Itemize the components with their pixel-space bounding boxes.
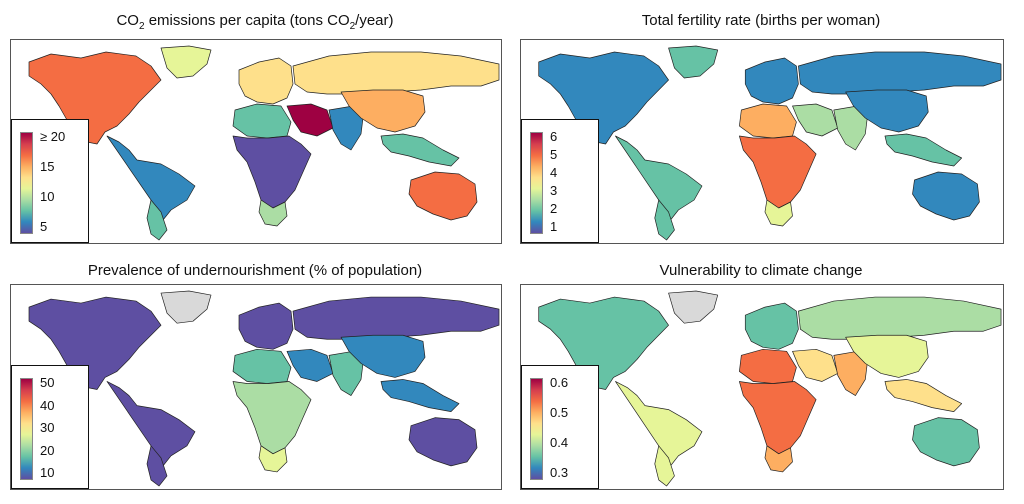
region-eur (744, 302, 799, 350)
legend-color-bar (530, 378, 543, 480)
world-map (538, 45, 1002, 241)
region-s-africa (258, 445, 288, 473)
region-na (28, 296, 162, 390)
region-la-south (654, 199, 675, 241)
region-china (340, 89, 426, 133)
region-aus (408, 417, 478, 467)
region-s-africa (258, 199, 288, 227)
region-na (28, 51, 162, 145)
legend-tick-label: 6 (550, 129, 558, 144)
region-eur (744, 57, 799, 105)
region-greenland (668, 45, 719, 79)
map-co2: ≥ 20 15 10 5 (10, 39, 502, 244)
region-sea (380, 133, 460, 167)
legend-tick-label: 30 (40, 420, 55, 435)
region-s-africa (764, 445, 793, 473)
region-la-south (146, 199, 168, 241)
world-map (28, 45, 500, 241)
color-legend: 6 5 4 3 2 1 (521, 119, 599, 243)
region-aus (912, 171, 980, 221)
legend-tick-label: 15 (40, 159, 55, 174)
region-rus (292, 51, 500, 95)
legend-tick-label: 10 (40, 465, 55, 480)
legend-tick-label: 0.5 (550, 405, 569, 420)
region-africa (232, 135, 312, 209)
region-africa (232, 381, 312, 455)
color-legend: 0.6 0.5 0.4 0.3 (521, 365, 599, 489)
panel-title-undernourishment: Prevalence of undernourishment (% of pop… (87, 262, 423, 279)
legend-tick-label: 10 (40, 189, 55, 204)
map-undernourishment: 50 40 30 20 10 (10, 284, 502, 490)
legend-tick-label: 3 (550, 183, 558, 198)
region-saharan (739, 348, 797, 384)
region-sea (884, 133, 963, 167)
region-s-africa (764, 199, 793, 227)
region-mideast (286, 103, 334, 137)
region-china (845, 334, 929, 378)
color-legend: 50 40 30 20 10 (11, 365, 89, 489)
legend-tick-label: 4 (550, 165, 558, 180)
region-mideast (286, 348, 334, 382)
legend-tick-label: 2 (550, 201, 558, 216)
region-africa (739, 135, 817, 209)
map-vulnerability: 0.6 0.5 0.4 0.3 (520, 284, 1004, 490)
legend-tick-label: ≥ 20 (40, 129, 66, 144)
region-greenland (668, 290, 719, 324)
region-la-south (654, 445, 675, 487)
title-sub: 2 (349, 21, 356, 32)
legend-tick-label: 0.6 (550, 375, 569, 390)
legend-tick-label: 0.3 (550, 465, 569, 480)
legend-tick-label: 0.4 (550, 435, 569, 450)
legend-color-bar (20, 378, 33, 480)
panel-title-vulnerability: Vulnerability to climate change (659, 262, 863, 279)
region-greenland (160, 290, 212, 324)
title-sub: 2 (138, 21, 145, 32)
legend-tick-label: 40 (40, 397, 55, 413)
legend-color-bar (20, 132, 33, 234)
region-greenland (160, 45, 212, 79)
region-aus (912, 417, 980, 467)
region-saharan (232, 348, 292, 384)
region-la-south (146, 445, 168, 487)
region-mideast (792, 103, 839, 137)
title-part: /year) (355, 12, 394, 29)
region-china (340, 334, 426, 378)
region-na (538, 51, 669, 145)
region-sea (380, 379, 460, 412)
region-saharan (232, 103, 292, 139)
title-part: emissions per capita (tons CO (144, 12, 350, 29)
legend-tick-label: 20 (40, 442, 55, 458)
region-africa (739, 381, 817, 455)
region-aus (408, 171, 478, 221)
legend-tick-label: 5 (550, 147, 558, 162)
legend-tick-label: 5 (40, 219, 48, 234)
region-na (538, 296, 669, 390)
world-map (28, 290, 500, 487)
panel-title-co2: CO2 emissions per capita (tons CO2/year) (10, 12, 500, 32)
legend-tick-label: 50 (40, 375, 55, 390)
region-eur (238, 57, 294, 105)
region-sea (884, 379, 963, 412)
legend-tick-label: 1 (550, 219, 558, 234)
panel-title-fertility: Total fertility rate (births per woman) (641, 12, 881, 29)
world-map (538, 290, 1002, 487)
region-rus (292, 296, 500, 340)
region-mideast (792, 348, 839, 382)
map-fertility: 6 5 4 3 2 1 (520, 39, 1004, 244)
region-china (845, 89, 929, 133)
region-rus (798, 51, 1002, 95)
legend-color-bar (530, 132, 543, 234)
region-saharan (739, 103, 797, 139)
color-legend: ≥ 20 15 10 5 (11, 119, 89, 243)
region-rus (798, 296, 1002, 340)
title-part: CO (116, 12, 139, 29)
region-eur (238, 302, 294, 350)
